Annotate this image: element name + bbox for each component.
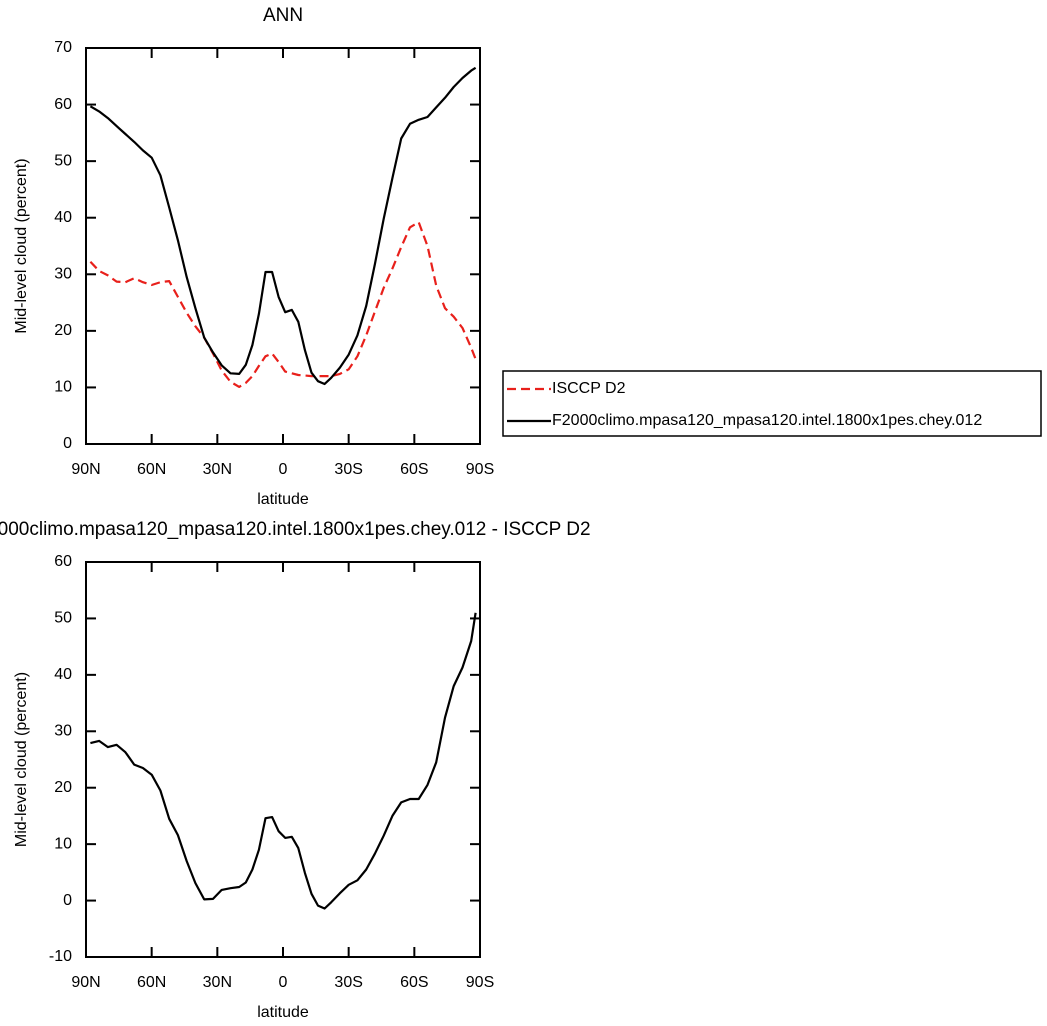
y-tick-label: 40 — [54, 209, 72, 226]
line-series — [90, 612, 477, 910]
x-tick-label: 30N — [203, 974, 232, 991]
y-tick-label: 50 — [54, 152, 72, 169]
x-tick-label: 90N — [71, 974, 100, 991]
y-tick-label: 40 — [54, 666, 72, 683]
x-tick-label: 30S — [334, 974, 362, 991]
y-tick-label: -10 — [49, 948, 72, 965]
x-axis-label: latitude — [257, 491, 309, 508]
x-tick-label: 60N — [137, 461, 166, 478]
plot-frame — [85, 561, 481, 958]
y-tick-label: 50 — [54, 610, 72, 627]
x-tick-label: 60S — [400, 974, 428, 991]
x-tick-label: 30S — [334, 461, 362, 478]
chart-title: F2000climo.mpasa120_mpasa120.intel.1800x… — [0, 519, 591, 540]
x-tick-label: 90S — [466, 974, 494, 991]
legend-label: F2000climo.mpasa120_mpasa120.intel.1800x… — [552, 412, 982, 429]
x-tick-label: 0 — [279, 974, 288, 991]
y-tick-label: 10 — [54, 379, 72, 396]
legend-label: ISCCP D2 — [552, 380, 626, 397]
line-series — [89, 66, 477, 386]
y-tick-label: 60 — [54, 553, 72, 570]
chart-title: ANN — [263, 5, 303, 26]
y-tick-label: 20 — [54, 779, 72, 796]
y-tick-label: 70 — [54, 39, 72, 56]
y-axis-label: Mid-level cloud (percent) — [13, 158, 30, 333]
x-tick-label: 0 — [279, 461, 288, 478]
y-tick-label: 60 — [54, 96, 72, 113]
y-tick-label: 30 — [54, 266, 72, 283]
x-tick-label: 90S — [466, 461, 494, 478]
line-series — [89, 221, 477, 388]
x-axis-label: latitude — [257, 1004, 309, 1021]
y-tick-label: 0 — [63, 435, 72, 452]
x-tick-label: 90N — [71, 461, 100, 478]
y-tick-label: 0 — [63, 892, 72, 909]
y-tick-label: 10 — [54, 835, 72, 852]
y-tick-label: 30 — [54, 723, 72, 740]
x-tick-label: 30N — [203, 461, 232, 478]
y-axis-label: Mid-level cloud (percent) — [13, 672, 30, 847]
plot-frame — [85, 47, 481, 445]
y-tick-label: 20 — [54, 322, 72, 339]
x-tick-label: 60N — [137, 974, 166, 991]
legend-box — [502, 370, 1042, 437]
x-tick-label: 60S — [400, 461, 428, 478]
